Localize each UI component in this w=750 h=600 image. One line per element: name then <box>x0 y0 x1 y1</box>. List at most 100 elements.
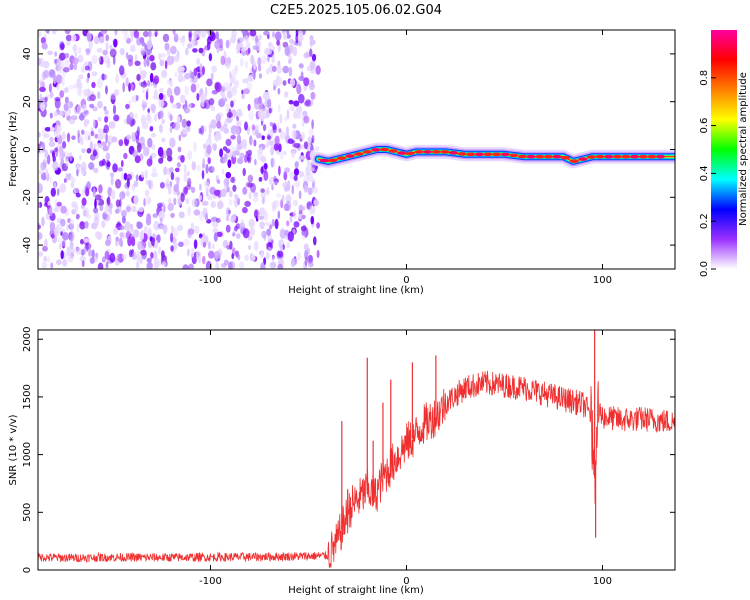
signal-peak <box>466 152 476 157</box>
noise-speckle <box>103 106 107 111</box>
noise-speckle <box>76 223 80 233</box>
noise-speckle <box>312 186 318 194</box>
signal-peak <box>578 157 588 161</box>
signal-peak <box>397 151 407 155</box>
noise-speckle <box>92 187 96 198</box>
noise-speckle <box>274 135 280 146</box>
noise-speckle <box>279 229 287 239</box>
noise-speckle <box>305 99 311 106</box>
noise-speckle <box>48 141 56 147</box>
noise-speckle <box>64 96 69 104</box>
noise-speckle <box>125 103 130 110</box>
y-tick-label: -40 <box>22 237 33 253</box>
noise-speckle <box>86 214 91 220</box>
noise-speckle <box>84 89 91 96</box>
noise-speckle <box>221 168 225 175</box>
noise-speckle <box>276 65 283 74</box>
noise-speckle <box>49 112 53 119</box>
noise-speckle <box>45 168 49 178</box>
noise-speckle <box>307 136 312 144</box>
noise-speckle <box>56 83 60 90</box>
noise-speckle <box>100 30 108 35</box>
noise-speckle <box>170 45 177 55</box>
noise-speckle <box>298 75 305 82</box>
noise-speckle <box>282 41 289 48</box>
noise-speckle <box>239 57 244 67</box>
noise-speckle <box>183 164 187 175</box>
noise-speckle <box>187 177 192 187</box>
noise-speckle <box>97 262 104 269</box>
noise-speckle <box>94 35 100 45</box>
snr-series <box>38 330 675 568</box>
noise-speckle <box>169 125 173 134</box>
noise-speckle <box>211 166 215 172</box>
noise-speckle <box>274 218 279 230</box>
noise-speckle <box>241 30 247 35</box>
noise-speckle <box>296 83 302 95</box>
noise-speckle <box>188 263 194 269</box>
noise-speckle <box>172 227 179 238</box>
noise-speckle <box>146 257 152 263</box>
noise-speckle <box>109 252 116 263</box>
noise-speckle <box>311 134 315 144</box>
noise-speckle <box>220 188 227 198</box>
noise-speckle <box>71 135 76 140</box>
noise-speckle <box>163 150 167 159</box>
noise-speckle <box>88 162 95 170</box>
noise-speckle <box>163 166 168 176</box>
noise-speckle <box>265 68 270 75</box>
noise-speckle <box>214 134 219 142</box>
noise-speckle <box>249 30 257 37</box>
noise-speckle <box>236 197 241 206</box>
noise-speckle <box>241 139 248 150</box>
noise-speckle <box>295 33 299 44</box>
noise-speckle <box>104 110 109 115</box>
noise-speckle <box>68 117 76 125</box>
noise-speckle <box>205 181 210 192</box>
noise-speckle <box>130 32 134 43</box>
noise-speckle <box>296 251 301 261</box>
noise-speckle <box>236 134 242 145</box>
noise-speckle <box>136 73 141 82</box>
noise-speckle <box>193 239 198 250</box>
noise-speckle <box>267 42 273 48</box>
noise-speckle <box>194 30 200 39</box>
noise-speckle <box>304 249 309 260</box>
noise-speckle <box>282 182 286 188</box>
noise-speckle <box>138 207 144 213</box>
noise-speckle <box>106 197 110 205</box>
noise-speckle <box>115 73 119 84</box>
noise-speckle <box>204 45 211 51</box>
noise-speckle <box>316 249 320 259</box>
noise-speckle <box>206 30 210 35</box>
noise-speckle <box>227 159 232 169</box>
noise-speckle <box>315 65 321 75</box>
y-tick-label: 40 <box>22 48 33 61</box>
noise-speckle <box>109 48 117 58</box>
noise-speckle <box>145 90 149 101</box>
noise-speckle <box>65 34 72 41</box>
signal-peak <box>423 150 433 154</box>
noise-speckle <box>292 210 297 220</box>
noise-speckle <box>244 154 248 163</box>
noise-speckle <box>88 40 93 51</box>
noise-speckle <box>186 43 192 49</box>
signal-peak <box>638 154 648 159</box>
noise-speckle <box>201 169 205 180</box>
noise-speckle <box>310 215 315 225</box>
noise-speckle <box>131 251 137 261</box>
noise-speckle <box>152 95 158 100</box>
noise-speckle <box>38 232 43 240</box>
signal-peak <box>595 154 605 159</box>
noise-speckle <box>213 232 218 242</box>
noise-speckle <box>225 216 229 222</box>
noise-speckle <box>123 172 128 181</box>
noise-speckle <box>146 261 153 269</box>
noise-speckle <box>166 87 173 98</box>
noise-speckle <box>54 96 61 102</box>
noise-speckle <box>94 221 97 228</box>
noise-speckle <box>192 48 198 53</box>
noise-speckle <box>222 81 230 90</box>
noise-speckle <box>206 144 212 155</box>
noise-speckle <box>294 161 299 169</box>
